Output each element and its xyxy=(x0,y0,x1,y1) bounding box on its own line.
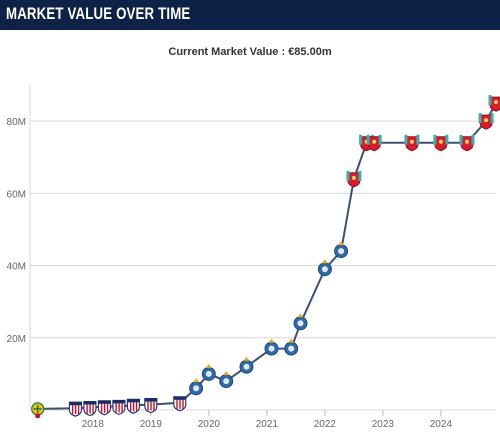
x-tick-label: 2021 xyxy=(256,419,279,430)
data-point-madrid-crest-icon[interactable] xyxy=(126,398,140,414)
data-point-liverpool-crest-icon[interactable] xyxy=(346,170,362,188)
data-point-porto-crest-icon[interactable] xyxy=(189,378,204,396)
x-tick-label: 2022 xyxy=(314,419,337,430)
x-tick-label: 2020 xyxy=(198,419,221,430)
data-point-madrid-crest-icon[interactable] xyxy=(68,401,82,417)
data-point-youth-crest-icon[interactable] xyxy=(31,402,45,419)
y-tick-label: 40M xyxy=(7,262,26,273)
data-point-madrid-crest-icon[interactable] xyxy=(173,396,187,412)
data-point-liverpool-crest-icon[interactable] xyxy=(488,95,500,112)
data-point-liverpool-crest-icon[interactable] xyxy=(404,134,420,152)
data-point-liverpool-crest-icon[interactable] xyxy=(433,134,449,152)
x-tick-label: 2023 xyxy=(372,419,395,430)
data-point-porto-crest-icon[interactable] xyxy=(284,338,299,356)
y-tick-label: 80M xyxy=(7,117,26,128)
data-point-madrid-crest-icon[interactable] xyxy=(112,399,126,415)
data-point-madrid-crest-icon[interactable] xyxy=(144,398,158,414)
data-point-porto-crest-icon[interactable] xyxy=(239,356,254,374)
data-point-madrid-crest-icon[interactable] xyxy=(83,400,97,417)
data-point-porto-crest-icon[interactable] xyxy=(264,338,279,356)
header-bar: MARKET VALUE OVER TIME xyxy=(0,0,500,30)
data-point-madrid-crest-icon[interactable] xyxy=(97,400,111,416)
y-tick-label: 20M xyxy=(7,334,26,345)
chart-title: Current Market Value : €85.00m xyxy=(168,46,332,58)
data-point-porto-crest-icon[interactable] xyxy=(293,313,308,331)
data-point-porto-crest-icon[interactable] xyxy=(334,241,349,259)
data-point-porto-crest-icon[interactable] xyxy=(317,259,332,277)
data-point-porto-crest-icon[interactable] xyxy=(219,371,234,389)
data-point-liverpool-crest-icon[interactable] xyxy=(459,134,475,152)
header-title: MARKET VALUE OVER TIME xyxy=(6,4,191,23)
x-tick-label: 2024 xyxy=(430,419,453,430)
value-line xyxy=(37,102,497,410)
x-tick-label: 2019 xyxy=(140,419,163,430)
data-point-liverpool-crest-icon[interactable] xyxy=(478,113,494,130)
y-tick-label: 60M xyxy=(7,189,26,200)
data-point-liverpool-crest-icon[interactable] xyxy=(366,134,382,152)
data-point-porto-crest-icon[interactable] xyxy=(201,363,216,381)
x-tick-label: 2018 xyxy=(82,419,105,430)
